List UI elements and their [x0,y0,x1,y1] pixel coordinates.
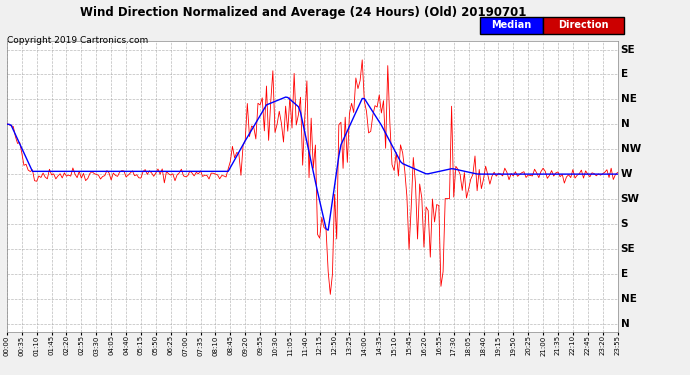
Text: NE: NE [620,94,636,104]
Text: W: W [620,169,632,179]
Text: NW: NW [620,144,641,154]
Text: Wind Direction Normalized and Average (24 Hours) (Old) 20190701: Wind Direction Normalized and Average (2… [81,6,526,19]
Text: E: E [620,69,628,80]
Text: S: S [620,219,628,229]
Text: SE: SE [620,244,635,254]
Text: Median: Median [491,20,531,30]
Text: Direction: Direction [558,20,609,30]
Text: N: N [620,319,629,328]
Text: N: N [620,119,629,129]
Text: SE: SE [620,45,635,54]
Text: NE: NE [620,294,636,304]
Text: SW: SW [620,194,640,204]
Text: Copyright 2019 Cartronics.com: Copyright 2019 Cartronics.com [7,36,148,45]
Text: E: E [620,269,628,279]
